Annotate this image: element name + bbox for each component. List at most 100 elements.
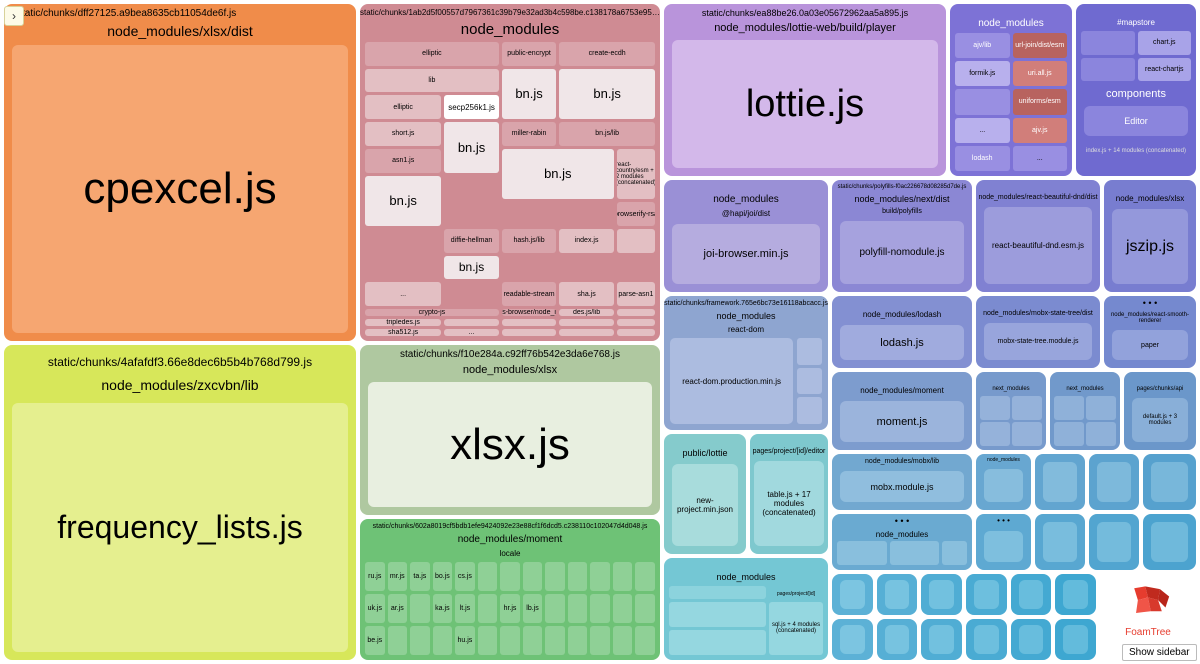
foamtree-icon — [1125, 579, 1171, 625]
tile — [388, 626, 408, 655]
tile: ta.js — [410, 562, 430, 591]
treemap-cell-small[interactable] — [832, 619, 873, 660]
treemap-cell-pmr[interactable]: • • • node_modules/react-smooth-renderer… — [1104, 296, 1196, 368]
treemap-cell-rbd[interactable]: node_modules/react-beautiful-dnd/dist re… — [976, 180, 1100, 292]
cell-subpath: node_modules — [976, 454, 1031, 465]
cell-label: react-dom.production.min.js — [670, 338, 793, 424]
cell-inner — [984, 469, 1023, 502]
tile — [942, 541, 967, 565]
cell-inner — [1151, 522, 1188, 562]
tile: ar.js — [388, 594, 408, 623]
treemap-cell-small[interactable] — [1011, 574, 1052, 615]
cell-inner — [974, 580, 999, 609]
tile: ru.js — [365, 562, 385, 591]
tile — [617, 229, 655, 253]
treemap-cell-small[interactable] — [1035, 514, 1085, 570]
cell-path — [750, 434, 828, 446]
treemap-cell-small[interactable]: • • • — [976, 514, 1031, 570]
treemap-cell-small[interactable] — [832, 574, 873, 615]
tile — [1054, 422, 1084, 446]
treemap-cell-small[interactable] — [877, 574, 918, 615]
treemap-cell-polyfill[interactable]: static/chunks/polyfills-f0ac226678d08285… — [832, 180, 972, 292]
treemap-cell-mini[interactable]: next_modules — [976, 372, 1046, 450]
cell-grid: ajv/lib url-join/dist/esm formik.js uri.… — [955, 33, 1067, 171]
treemap-cell-small[interactable] — [1143, 514, 1196, 570]
cell-sub2: build/polyfills — [832, 206, 972, 217]
cell-path — [976, 180, 1100, 192]
cell-inner — [929, 625, 954, 654]
cell-path — [976, 372, 1046, 384]
cell-inner — [840, 625, 865, 654]
treemap-cell-small[interactable]: node_modules — [976, 454, 1031, 510]
treemap-cell-small[interactable] — [1089, 454, 1139, 510]
cell-inner — [1019, 580, 1044, 609]
tile — [545, 626, 565, 655]
treemap-cell-small[interactable] — [1055, 619, 1096, 660]
treemap-cell-tablejs[interactable]: pages/project/[id]/editor table.js + 17 … — [750, 434, 828, 554]
treemap-cell-lottie-public[interactable]: public/lottie new-project.min.json — [664, 434, 746, 554]
tile — [500, 562, 520, 591]
cell-inner — [974, 625, 999, 654]
treemap-cell-small[interactable] — [921, 619, 962, 660]
treemap-cell-freq[interactable]: static/chunks/4afafdf3.66e8dec6b5b4b768d… — [4, 345, 356, 660]
treemap-cell-small[interactable] — [877, 619, 918, 660]
treemap-cell-jszip[interactable]: node_modules/xlsx jszip.js — [1104, 180, 1196, 292]
tile — [568, 562, 588, 591]
treemap-cell-moment[interactable]: node_modules/moment moment.js — [832, 372, 972, 450]
tile: react-country/esm + 2 modules (concatena… — [617, 149, 655, 199]
tile: ... — [444, 329, 499, 336]
treemap-cell-reactdom[interactable]: static/chunks/framework.765e6bc73e16118a… — [664, 296, 828, 430]
treemap-cell-small[interactable] — [921, 574, 962, 615]
treemap-cell-small[interactable] — [1089, 514, 1139, 570]
tile: url-join/dist/esm — [1013, 33, 1068, 58]
treemap-cell-small[interactable] — [966, 619, 1007, 660]
treemap-cell-nmdots[interactable]: • • • node_modules — [832, 514, 972, 570]
tile: readable-stream — [502, 282, 557, 306]
treemap-cell-small[interactable] — [1035, 454, 1085, 510]
cell-subpath: node_modules/moment — [360, 532, 660, 547]
treemap-cell-small[interactable] — [1011, 619, 1052, 660]
tile: sha.js — [559, 282, 614, 306]
tile — [837, 541, 887, 565]
tile — [617, 319, 655, 326]
tile — [502, 319, 557, 326]
treemap-cell-lottie[interactable]: static/chunks/ea88be26.0a03e05672962aa5a… — [664, 4, 946, 176]
treemap-cell-small[interactable] — [1143, 454, 1196, 510]
treemap-cell-mobx[interactable]: node_modules/mobx/lib mobx.module.js — [832, 454, 972, 510]
tile — [444, 319, 499, 326]
show-sidebar-button[interactable]: Show sidebar — [1122, 644, 1197, 661]
treemap-cell-moment-locales[interactable]: static/chunks/602a8019cf5bdb1efe9424092e… — [360, 519, 660, 660]
treemap-cell-lodash[interactable]: node_modules/lodash lodash.js — [832, 296, 972, 368]
cell-label: components — [1076, 86, 1196, 102]
treemap-cell-nm-bot[interactable]: node_modules pages/project/[id] sql.js +… — [664, 558, 828, 660]
tile: bo.js — [433, 562, 453, 591]
cell-subpath: public/lottie — [664, 446, 746, 460]
treemap-cell-components[interactable]: #mapstore chart.js react-chartjs compone… — [1076, 4, 1196, 176]
foamtree-logo[interactable]: FoamTree — [1100, 574, 1196, 642]
cell-path: static/chunks/f10e284a.c92ff76b542e3da6e… — [360, 345, 660, 362]
treemap-cell-mini[interactable]: pages/chunks/api default.js + 3 modules — [1124, 372, 1196, 450]
treemap-cell-joi[interactable]: node_modules @hapi/joi/dist joi-browser.… — [664, 180, 828, 292]
expand-chevron-icon[interactable]: › — [4, 6, 24, 26]
treemap-cell-mini[interactable]: next_modules — [1050, 372, 1120, 450]
treemap-cell-xlsx[interactable]: static/chunks/f10e284a.c92ff76b542e3da6e… — [360, 345, 660, 515]
treemap-cell-nodemodules[interactable]: static/chunks/1ab2d5f00557d7967361c39b79… — [360, 4, 660, 341]
cell-subpath: next_modules — [1050, 384, 1120, 394]
treemap-cell-cpexcel[interactable]: static/chunks/dff27125.a9bea8635cb11054d… — [4, 4, 356, 341]
treemap-cell-small[interactable] — [966, 574, 1007, 615]
tile: secp256k1.js — [444, 95, 499, 119]
cell-inner — [929, 580, 954, 609]
tile: diffie-hellman — [444, 229, 499, 253]
tile: bn.js — [559, 69, 655, 119]
cell-label: joi-browser.min.js — [672, 224, 820, 284]
tile: create-ecdh — [559, 42, 655, 66]
tile — [1081, 31, 1135, 55]
treemap-cell-mobxstate[interactable]: node_modules/mobx-state-tree/dist mobx-s… — [976, 296, 1100, 368]
tile — [410, 594, 430, 623]
treemap-cell-nm-purple[interactable]: node_modules ajv/lib url-join/dist/esm f… — [950, 4, 1072, 176]
cell-subpath: node_modules — [360, 19, 660, 40]
tile: bn.js — [444, 256, 499, 280]
cell-subpath: node_modules/mobx/lib — [832, 454, 972, 467]
treemap-cell-small[interactable] — [1055, 574, 1096, 615]
tile: ajv/lib — [955, 33, 1010, 58]
